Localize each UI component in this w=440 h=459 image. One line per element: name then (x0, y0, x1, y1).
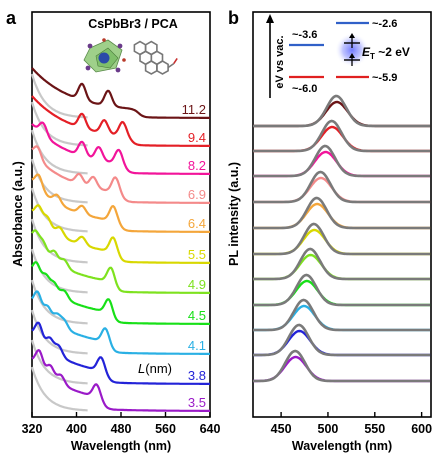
panel-b-traces (253, 94, 431, 383)
molecule-illustration (83, 38, 178, 75)
x-tick-label: 500 (318, 422, 339, 436)
panel-a-title: CsPbBr3 / PCA (88, 17, 178, 31)
pl-trace-color-6.4 (253, 202, 431, 230)
series-label-6.4: 6.4 (188, 216, 206, 231)
panel-a-series-labels: 11.2 9.4 8.2 6.9 6.4 5.5 4.9 4.5 4.1 3.8 3.5 (182, 102, 206, 410)
absorbance-trace-6.9 (31, 145, 210, 204)
pl-trace-color-4.5 (253, 279, 431, 307)
absorbance-background-4.5 (30, 279, 88, 325)
arrow-up-icon (349, 33, 355, 38)
pl-trace-gray-9.4 (253, 119, 431, 153)
x-tick-label: 320 (22, 422, 43, 436)
pl-trace-color-5.5 (253, 228, 431, 256)
triplet-energy-label: ET ~2 eV (362, 45, 410, 61)
left-homo-value: ~-6.0 (292, 83, 317, 95)
pl-trace-color-3.5 (253, 355, 431, 383)
x-tick-label: 560 (155, 422, 176, 436)
absorbance-trace-11.2 (31, 67, 210, 119)
pl-trace-gray-4.9 (253, 247, 431, 281)
x-tick-label: 450 (271, 422, 292, 436)
series-label-4.9: 4.9 (188, 277, 206, 292)
panel-a-x-ticks: 320 400 480 560 640 (22, 412, 221, 436)
series-label-11.2: 11.2 (182, 102, 206, 117)
x-tick-label: 640 (200, 422, 221, 436)
pl-trace-color-4.1 (253, 304, 431, 332)
series-label-3.8: 3.8 (188, 368, 206, 383)
absorbance-background-5.5 (30, 218, 88, 264)
pl-trace-color-4.9 (253, 253, 431, 281)
pl-trace-gray-4.5 (253, 273, 431, 307)
pl-trace-gray-5.5 (253, 222, 431, 256)
absorbance-trace-6.4 (31, 173, 210, 233)
x-tick-label: 480 (111, 422, 132, 436)
absorbance-background-11.2 (30, 73, 88, 119)
pl-trace-gray-3.8 (253, 323, 431, 357)
panel-b-y-label: PL intensity (a.u.) (227, 162, 241, 266)
right-homo-value: ~-5.9 (372, 72, 397, 84)
panel-a-x-label: Wavelength (nm) (71, 439, 171, 453)
arrow-up-icon (266, 14, 274, 23)
pl-trace-gray-11.2 (253, 94, 431, 128)
panel-b-x-label: Wavelength (nm) (292, 439, 392, 453)
panel-a-frame (31, 11, 211, 418)
absorbance-background-3.5 (30, 366, 88, 412)
panel-b-label: b (228, 8, 239, 28)
absorbance-trace-4.9 (31, 229, 210, 294)
series-label-8.2: 8.2 (188, 158, 206, 173)
panel-a-label: a (6, 8, 17, 28)
x-tick-label: 400 (66, 422, 87, 436)
right-lumo-value: ~-2.6 (372, 18, 397, 30)
triplet-glow (335, 33, 369, 67)
left-lumo-value: ~-3.6 (292, 29, 317, 41)
series-label-9.4: 9.4 (188, 130, 206, 145)
absorbance-trace-4.1 (31, 290, 210, 355)
absorbance-background-3.8 (30, 339, 88, 385)
panel-a-y-label: Absorbance (a.u.) (11, 161, 25, 267)
perovskite-cluster-icon (83, 38, 126, 73)
panel-b-x-ticks: 450 500 550 600 (271, 412, 432, 436)
pca-molecule-icon (133, 40, 178, 75)
series-label-4.1: 4.1 (188, 338, 206, 353)
pl-trace-gray-6.9 (253, 170, 431, 204)
series-label-3.5: 3.5 (188, 395, 206, 410)
panel-a-traces (30, 67, 210, 412)
absorbance-trace-8.2 (31, 121, 210, 175)
arrow-up-icon (349, 53, 355, 58)
series-label-4.5: 4.5 (188, 308, 206, 323)
panel-a-legend-header: L(nm) (138, 361, 172, 376)
series-label-6.9: 6.9 (188, 187, 206, 202)
x-tick-label: 600 (411, 422, 432, 436)
energy-level-inset: eV vs vac. ~-3.6 ~-6.0 ~-2.6 ~-5.9 ET ~2… (266, 14, 410, 98)
series-label-5.5: 5.5 (188, 247, 206, 262)
absorbance-trace-3.8 (31, 321, 210, 385)
x-tick-label: 550 (364, 422, 385, 436)
pl-trace-gray-8.2 (253, 144, 431, 178)
absorbance-trace-4.5 (31, 261, 210, 325)
panel-b-frame (252, 11, 432, 418)
pl-trace-gray-4.1 (253, 298, 431, 332)
pl-trace-gray-6.4 (253, 196, 431, 230)
pl-trace-color-11.2 (253, 100, 431, 128)
pl-trace-color-8.2 (253, 150, 431, 178)
pl-trace-gray-3.5 (253, 349, 431, 383)
absorbance-trace-9.4 (31, 95, 210, 147)
energy-axis-label: eV vs vac. (274, 35, 286, 88)
absorbance-trace-5.5 (31, 204, 210, 264)
absorbance-trace-3.5 (31, 349, 210, 412)
